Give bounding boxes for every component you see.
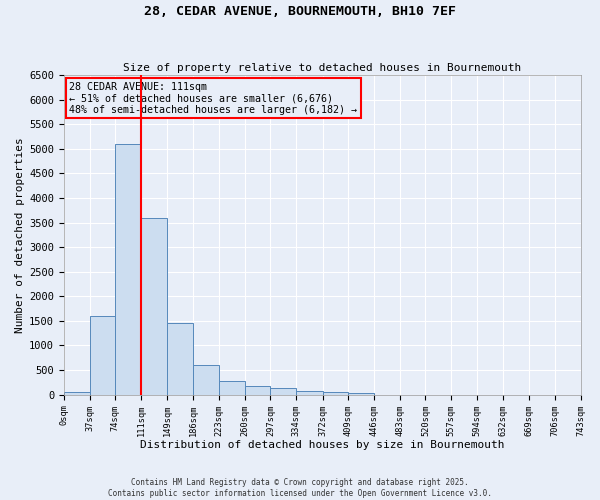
Bar (64, 392, 89, 394)
Text: 28 CEDAR AVENUE: 111sqm
← 51% of detached houses are smaller (6,676)
48% of semi: 28 CEDAR AVENUE: 111sqm ← 51% of detache… (69, 82, 357, 115)
Bar (219, 381, 245, 394)
Bar (115, 144, 141, 395)
Text: 28, CEDAR AVENUE, BOURNEMOUTH, BH10 7EF: 28, CEDAR AVENUE, BOURNEMOUTH, BH10 7EF (144, 5, 456, 18)
Bar (271, 388, 296, 394)
Y-axis label: Number of detached properties: Number of detached properties (15, 137, 25, 333)
Title: Size of property relative to detached houses in Bournemouth: Size of property relative to detached ho… (123, 63, 521, 73)
Bar (141, 218, 167, 394)
Bar (193, 365, 219, 394)
Bar (245, 386, 271, 394)
Text: Contains HM Land Registry data © Crown copyright and database right 2025.
Contai: Contains HM Land Registry data © Crown c… (108, 478, 492, 498)
Bar (348, 393, 374, 394)
Bar (296, 390, 323, 394)
Bar (323, 392, 348, 394)
X-axis label: Distribution of detached houses by size in Bournemouth: Distribution of detached houses by size … (140, 440, 505, 450)
Bar (167, 324, 193, 394)
Bar (89, 316, 115, 394)
